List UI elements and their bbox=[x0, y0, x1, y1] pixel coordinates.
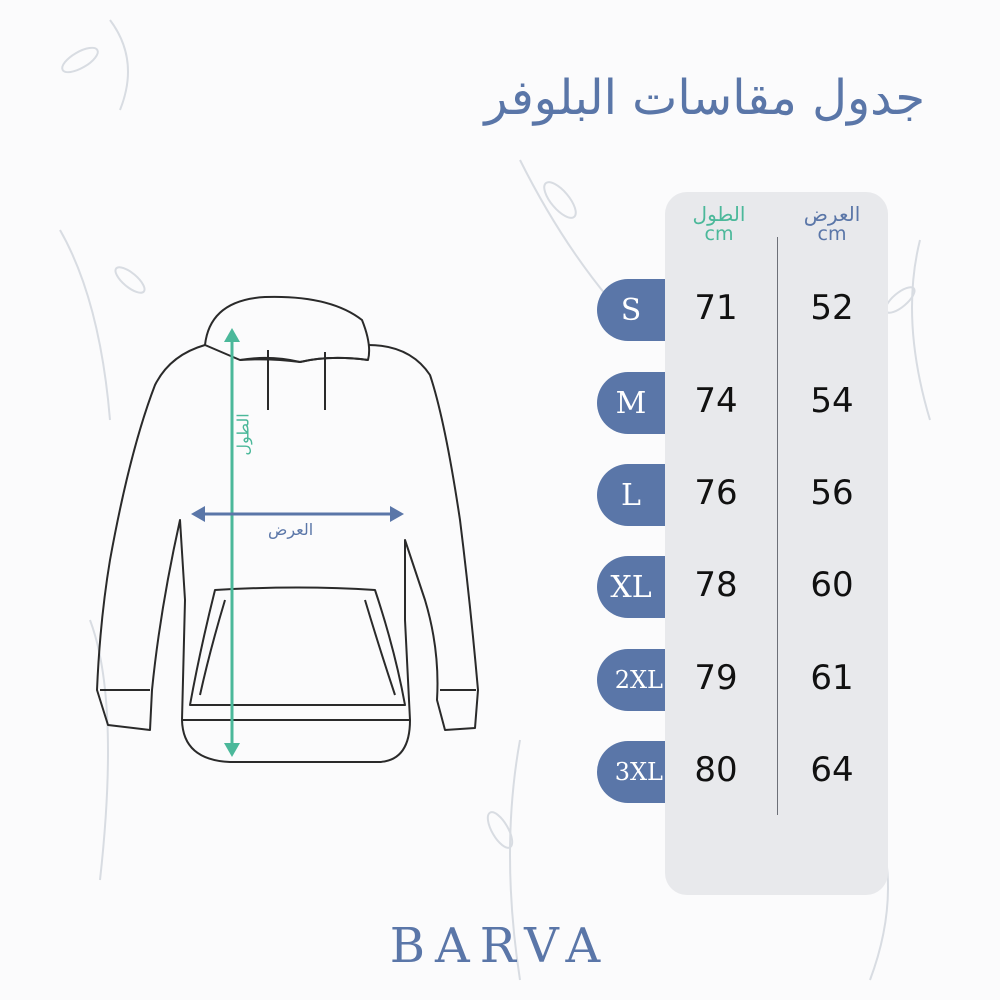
length-header: الطول cm bbox=[664, 204, 774, 245]
length-label: الطول bbox=[233, 413, 253, 456]
column-divider bbox=[777, 237, 778, 815]
width-arrow bbox=[191, 506, 404, 522]
length-value: 79 bbox=[694, 658, 738, 698]
page-title: جدول مقاسات البلوفر bbox=[484, 70, 925, 126]
length-header-label: الطول bbox=[692, 202, 746, 226]
size-table-panel bbox=[665, 192, 888, 895]
width-value: 60 bbox=[810, 565, 854, 605]
size-label: L bbox=[597, 464, 665, 526]
length-value: 78 bbox=[694, 565, 738, 605]
width-header-unit: cm bbox=[817, 223, 847, 245]
length-arrow bbox=[224, 328, 240, 757]
length-value: 76 bbox=[694, 473, 738, 513]
length-value: 71 bbox=[694, 288, 738, 328]
width-value: 61 bbox=[810, 658, 854, 698]
width-value: 54 bbox=[810, 381, 854, 421]
width-value: 56 bbox=[810, 473, 854, 513]
width-value: 52 bbox=[810, 288, 854, 328]
size-label: XL bbox=[597, 556, 665, 618]
size-label: S bbox=[597, 279, 665, 341]
length-value: 74 bbox=[694, 381, 738, 421]
width-label: العرض bbox=[268, 520, 314, 539]
length-value: 80 bbox=[694, 750, 738, 790]
width-header-label: العرض bbox=[803, 202, 861, 226]
size-label: 2XL bbox=[597, 649, 665, 711]
size-label: 3XL bbox=[597, 741, 665, 803]
width-value: 64 bbox=[810, 750, 854, 790]
length-header-unit: cm bbox=[704, 223, 734, 245]
brand-logo: BARVA bbox=[389, 918, 611, 974]
size-label: M bbox=[597, 372, 665, 434]
width-header: العرض cm bbox=[777, 204, 887, 245]
